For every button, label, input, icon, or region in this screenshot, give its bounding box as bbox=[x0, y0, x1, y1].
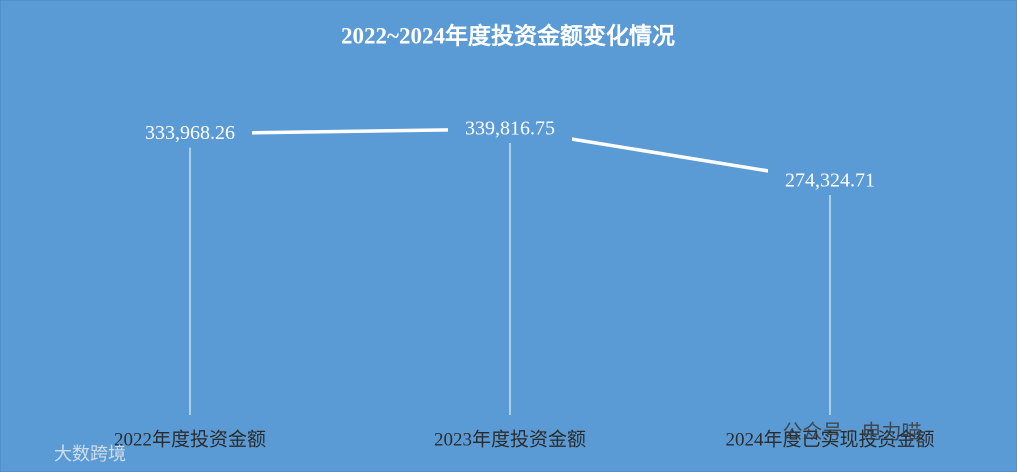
watermark: 公众号 · 电力喵 bbox=[782, 420, 921, 444]
value-label-bg bbox=[128, 119, 252, 148]
watermark: 大数跨境 bbox=[54, 444, 126, 465]
value-label: 339,816.75 bbox=[465, 118, 555, 140]
x-tick-label: 2022年度投资金额 bbox=[114, 428, 266, 450]
value-label-bg bbox=[448, 115, 572, 143]
x-tick-label: 2024年度已实现投资金额 bbox=[725, 428, 934, 450]
value-label-bg bbox=[768, 167, 892, 195]
value-label: 333,968.26 bbox=[145, 122, 235, 144]
chart-title: 2022~2024年度投资金额变化情况 bbox=[341, 22, 675, 48]
value-label: 274,324.71 bbox=[785, 170, 875, 192]
x-tick-label: 2023年度投资金额 bbox=[434, 428, 586, 450]
